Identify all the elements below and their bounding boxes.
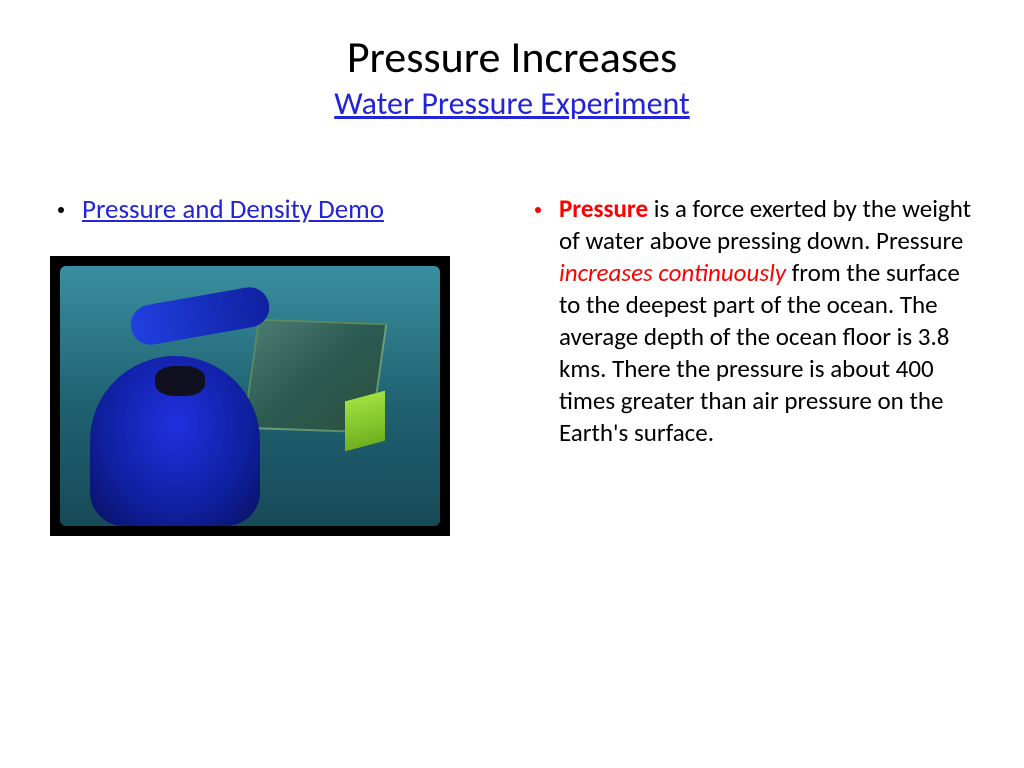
title-block: Pressure Increases Water Pressure Experi… [50, 30, 974, 123]
left-column: Pressure and Density Demo [50, 193, 497, 536]
slide-title: Pressure Increases [50, 30, 974, 84]
pressure-keyword: Pressure [559, 193, 648, 224]
subtitle-link[interactable]: Water Pressure Experiment [334, 84, 689, 123]
content-columns: Pressure and Density Demo Pressure is a … [50, 193, 974, 536]
body-paragraph: Pressure is a force exerted by the weigh… [559, 193, 974, 449]
pressure-density-demo-link[interactable]: Pressure and Density Demo [82, 193, 384, 226]
bullet-marker-icon [58, 207, 64, 213]
box-edge-shape [345, 391, 385, 452]
right-column: Pressure is a force exerted by the weigh… [527, 193, 974, 536]
bullet-marker-icon [535, 207, 541, 213]
right-bullet: Pressure is a force exerted by the weigh… [527, 193, 974, 449]
diver-mask-shape [155, 366, 205, 396]
diver-arm-shape [128, 284, 273, 348]
left-bullet: Pressure and Density Demo [50, 193, 497, 226]
increases-keyword: increases continuously [559, 257, 786, 288]
diver-image [50, 256, 450, 536]
slide-container: Pressure Increases Water Pressure Experi… [0, 0, 1024, 768]
diver-image-content [60, 266, 440, 526]
